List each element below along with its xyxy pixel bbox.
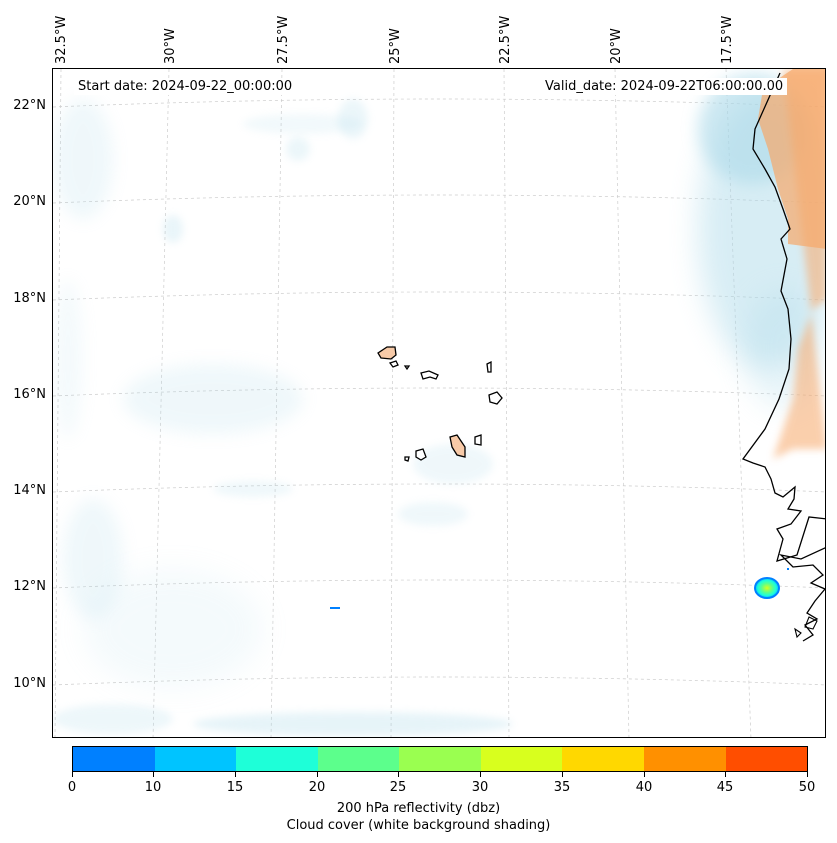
colorbar-tick-mark [317, 772, 318, 777]
island-sao-vicente [388, 360, 399, 368]
storm-cell-senegal [754, 577, 780, 599]
colorbar-tick-mark [725, 772, 726, 777]
lat-label-12n: 12°N [13, 579, 46, 594]
gridline-lon-17-5 [725, 69, 752, 737]
lon-label-17-5w: 17.5°W [720, 15, 735, 64]
colorbar-segment-35-40 [562, 747, 644, 771]
reflectivity-colorbar [72, 746, 808, 772]
map-canvas [53, 69, 825, 737]
colorbar-tick-label: 45 [716, 780, 734, 795]
cloud-w-small [163, 215, 183, 243]
cloud-center-left [213, 481, 293, 497]
cloud-center [398, 502, 468, 526]
colorbar-label-reflectivity: 200 hPa reflectivity (dbz) [336, 801, 501, 816]
cloud-sw [63, 499, 123, 619]
colorbar-segment-15-20 [236, 747, 318, 771]
colorbar-segment-20-25 [317, 747, 400, 771]
gridline-lat-14 [53, 483, 825, 493]
gridline-lat-20 [53, 194, 825, 204]
colorbar-tick-mark [398, 772, 399, 777]
colorbar-tick-mark [480, 772, 481, 777]
echo-small-coast [787, 568, 789, 570]
cloud-n-strip [243, 114, 363, 134]
colorbar-tick-label: 20 [308, 780, 326, 795]
colorbar-tick-mark [562, 772, 563, 777]
gridline-lon-27-5 [270, 69, 283, 737]
lon-label-22-5w: 22.5°W [498, 15, 513, 64]
island-brava [404, 456, 410, 462]
lon-label-32-5w: 32.5°W [54, 15, 69, 64]
cloud-bottom-band [193, 712, 513, 736]
gridline-lon-25 [390, 69, 395, 737]
colorbar-segment-0-10 [73, 747, 155, 771]
senegal-gambia-coast [779, 547, 825, 642]
cloud-n-patch [338, 99, 368, 139]
gridline-lon-22-5 [503, 69, 510, 737]
colorbar-tick-mark [644, 772, 645, 777]
colorbar-tick-label: 50 [798, 780, 816, 795]
colorbar-tick-label: 35 [553, 780, 571, 795]
valid-date-label: Valid_date: 2024-09-22T06:00:00.00 [541, 78, 788, 95]
start-date-label: Start date: 2024-09-22_00:00:00 [74, 78, 297, 95]
bissagos-islands [794, 616, 818, 639]
colorbar-segment-40-45 [643, 747, 726, 771]
cloud-n-patch-2 [286, 137, 310, 161]
colorbar-tick-mark [807, 772, 808, 777]
island-maio [474, 434, 482, 446]
lon-label-20w: 20°W [609, 28, 624, 64]
cloud-cover [53, 74, 825, 736]
lat-label-14n: 14°N [13, 483, 46, 498]
lat-label-22n: 22°N [13, 98, 46, 113]
gridline-lon-32-5 [54, 69, 62, 737]
colorbar-segment-25-30 [399, 747, 481, 771]
colorbar-tick-mark [153, 772, 154, 777]
lat-label-18n: 18°N [13, 291, 46, 306]
cloud-cv-south [413, 444, 493, 484]
island-santo-antao [377, 346, 397, 360]
west-africa-land-core [758, 69, 825, 249]
gridline-lat-22 [53, 98, 825, 108]
lon-label-27-5w: 27.5°W [276, 15, 291, 64]
island-santa-luzia [403, 365, 411, 371]
cloud-nw [53, 99, 113, 219]
island-boa-vista [488, 391, 503, 405]
lat-label-16n: 16°N [13, 387, 46, 402]
colorbar-tick-mark [235, 772, 236, 777]
cape-verde-islands [377, 346, 503, 462]
colorbar-tick-mark [72, 772, 73, 777]
map-panel [52, 68, 826, 738]
colorbar-tick-label: 40 [635, 780, 653, 795]
gridline-lon-20 [614, 69, 630, 737]
colorbar-tick-label: 30 [471, 780, 489, 795]
colorbar-segment-30-35 [480, 747, 563, 771]
island-fogo [415, 448, 427, 461]
colorbar-tick-label: 10 [144, 780, 162, 795]
colorbar-tick-label: 15 [226, 780, 244, 795]
island-sao-nicolau [420, 370, 439, 380]
reflectivity-echoes [330, 568, 789, 609]
cloud-w-mid [123, 364, 303, 434]
colorbar-label-cloud-cover: Cloud cover (white background shading) [286, 818, 551, 833]
gridline-lat-18 [53, 291, 825, 301]
island-sal [486, 360, 492, 373]
lon-label-25w: 25°W [388, 28, 403, 64]
west-africa-coastline [741, 72, 825, 562]
island-santiago [449, 434, 466, 458]
colorbar-tick-label: 0 [67, 780, 77, 795]
colorbar-segment-10-15 [154, 747, 237, 771]
colorbar-tick-label: 25 [389, 780, 407, 795]
lon-label-30w: 30°W [163, 28, 178, 64]
cloud-w-lower [83, 569, 263, 689]
lat-label-20n: 20°N [13, 194, 46, 209]
echo-small-west [330, 607, 340, 609]
cloud-bottom-left [53, 704, 173, 734]
colorbar-segment-45-50 [725, 747, 808, 771]
lat-label-10n: 10°N [13, 676, 46, 691]
cloud-west-edge [53, 279, 83, 439]
